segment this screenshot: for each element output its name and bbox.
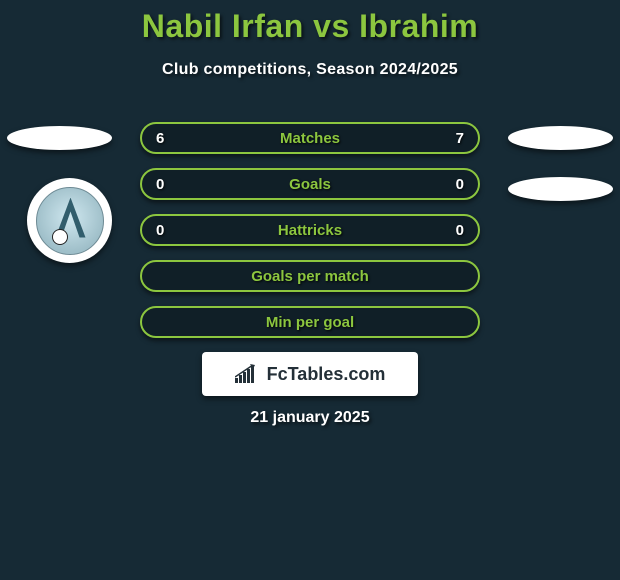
player-right-ellipse-1 <box>508 126 613 150</box>
stat-row-min-per-goal: Min per goal <box>140 306 480 338</box>
player-right-ellipse-2 <box>508 177 613 201</box>
club-logo-inner <box>36 187 104 255</box>
stat-row-goals: 0 Goals 0 <box>140 168 480 200</box>
player-left-ellipse-1 <box>7 126 112 150</box>
brand-label: FcTables.com <box>267 364 386 385</box>
stat-label: Min per goal <box>266 314 354 331</box>
stat-row-matches: 6 Matches 7 <box>140 122 480 154</box>
stat-value-right: 7 <box>456 130 464 147</box>
date-label: 21 january 2025 <box>0 409 620 427</box>
stat-label: Goals per match <box>251 268 369 285</box>
club-logo-ball-icon <box>52 229 68 245</box>
subtitle: Club competitions, Season 2024/2025 <box>0 61 620 79</box>
stat-value-right: 0 <box>456 176 464 193</box>
stat-label: Matches <box>280 130 340 147</box>
stat-row-hattricks: 0 Hattricks 0 <box>140 214 480 246</box>
stats-panel: 6 Matches 7 0 Goals 0 0 Hattricks 0 Goal… <box>140 122 480 352</box>
stat-value-left: 0 <box>156 176 164 193</box>
stat-value-left: 6 <box>156 130 164 147</box>
stat-value-right: 0 <box>456 222 464 239</box>
stat-row-goals-per-match: Goals per match <box>140 260 480 292</box>
stat-label: Hattricks <box>278 222 342 239</box>
page-title: Nabil Irfan vs Ibrahim <box>0 0 620 45</box>
club-logo <box>27 178 112 263</box>
stat-label: Goals <box>289 176 331 193</box>
brand-box[interactable]: FcTables.com <box>202 352 418 396</box>
stat-value-left: 0 <box>156 222 164 239</box>
bars-icon <box>235 364 261 384</box>
